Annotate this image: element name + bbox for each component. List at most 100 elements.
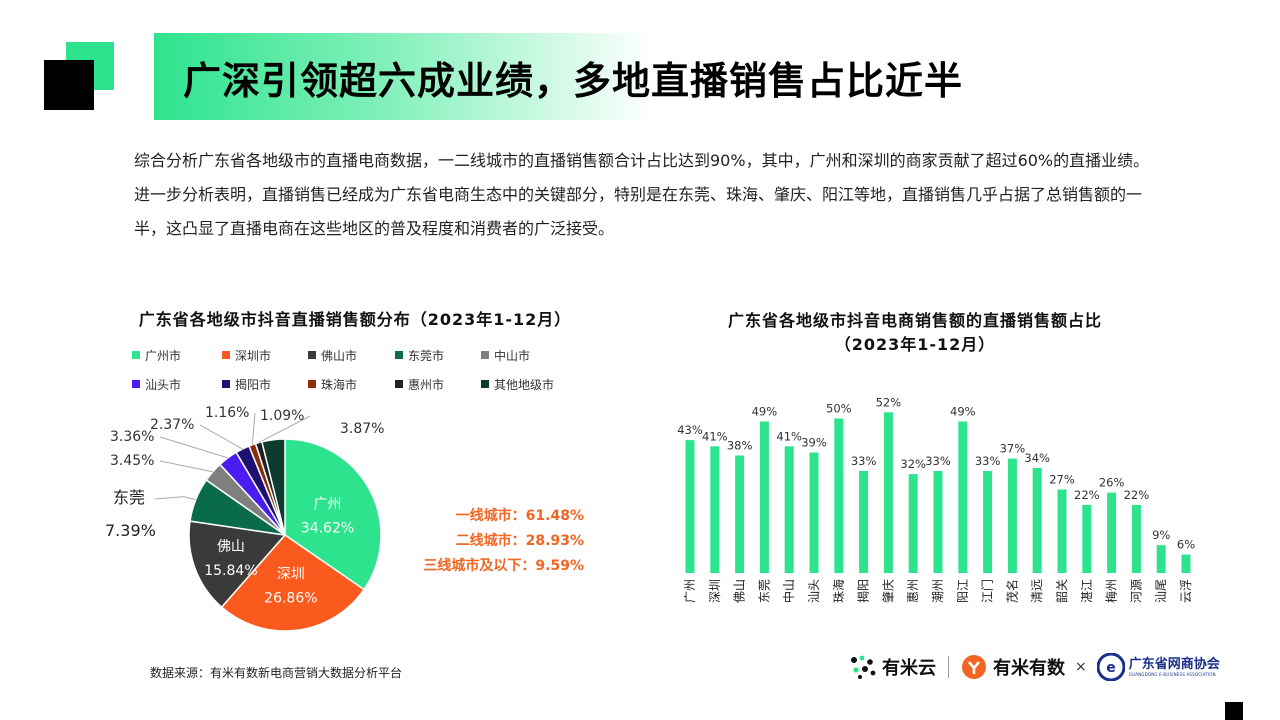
bar bbox=[710, 446, 720, 573]
bar-value-label: 33% bbox=[925, 454, 951, 468]
pie-slice bbox=[260, 438, 286, 536]
bar bbox=[1007, 458, 1017, 573]
bar-category-label: 阳江 bbox=[956, 579, 970, 603]
legend-label: 中山市 bbox=[494, 349, 531, 363]
data-source-note: 数据来源：有米有数新电商营销大数据分析平台 bbox=[150, 666, 403, 680]
bar bbox=[1156, 545, 1166, 573]
bar bbox=[1107, 492, 1117, 573]
bar-value-label: 33% bbox=[975, 454, 1001, 468]
pie-chart-title: 广东省各地级市抖音直播销售额分布（2023年1-12月） bbox=[138, 310, 572, 329]
bar-value-label: 49% bbox=[752, 405, 778, 419]
bar bbox=[1181, 554, 1191, 573]
pie-leader-line bbox=[159, 460, 213, 473]
bar-value-label: 38% bbox=[727, 439, 753, 453]
bar bbox=[1057, 489, 1067, 573]
legend-label: 惠州市 bbox=[408, 378, 445, 392]
legend-item-dongguan: 东莞市 bbox=[395, 347, 444, 364]
bar-category-label: 惠州 bbox=[906, 579, 920, 603]
bar-category-label: 湛江 bbox=[1080, 579, 1094, 603]
bar bbox=[834, 418, 844, 573]
legend-item-huizhou: 惠州市 bbox=[395, 376, 444, 393]
youmi-data-logo-text: 有米有数 bbox=[993, 658, 1065, 679]
pie-slice-value: 15.84% bbox=[204, 563, 257, 579]
youmi-data-logo-icon bbox=[962, 655, 986, 679]
pie-slice-value: 7.39% bbox=[105, 521, 156, 540]
pie-chart: 广州 34.62% 深圳 26.86% 佛山 15.84% 东莞 7.39% 3.45% 3.36… bbox=[105, 405, 384, 632]
legend-item-zhuhai: 珠海市 bbox=[308, 376, 357, 393]
page-title: 广深引领超六成业绩，多地直播销售占比近半 bbox=[183, 59, 964, 103]
legend-swatch bbox=[481, 380, 489, 388]
legend-swatch bbox=[222, 380, 230, 388]
legend-item-jieyang: 揭阳市 bbox=[222, 376, 271, 393]
bar-category-label: 汕尾 bbox=[1154, 579, 1168, 603]
intro-text: 综合分析广东省各地级市的直播电商数据，一二线城市的直播销售额合计占比达到90%，… bbox=[134, 144, 1154, 246]
bar-category-label: 潮州 bbox=[930, 579, 945, 603]
youmi-cloud-logo-text: 有米云 bbox=[882, 658, 936, 679]
legend-swatch bbox=[395, 380, 403, 388]
bar bbox=[933, 471, 943, 573]
bar-value-label: 41% bbox=[776, 429, 802, 443]
bar bbox=[784, 446, 794, 573]
pie-slice-value: 26.86% bbox=[264, 591, 317, 607]
bar-chart-subtitle: （2023年1-12月） bbox=[834, 335, 996, 354]
bar-category-label: 清远 bbox=[1030, 579, 1044, 603]
bar bbox=[908, 474, 918, 573]
bar bbox=[983, 471, 993, 573]
pie-leader-line bbox=[258, 415, 311, 444]
bar-category-label: 深圳 bbox=[708, 579, 722, 603]
legend-swatch bbox=[222, 351, 230, 359]
logo-divider bbox=[948, 656, 949, 678]
bar-value-label: 6% bbox=[1177, 538, 1195, 552]
bar-category-label: 广州 bbox=[683, 579, 697, 603]
association-logo-en: GUANGDONG E-BUSINESS ASSOCIATION bbox=[1128, 671, 1216, 677]
legend-label: 汕头市 bbox=[145, 378, 182, 392]
corner-deco-bottom-right bbox=[1225, 702, 1243, 720]
pie-slice-value: 2.37% bbox=[150, 417, 194, 433]
pie-slice-value: 3.87% bbox=[340, 421, 384, 437]
legend-swatch bbox=[308, 351, 316, 359]
bar-value-label: 43% bbox=[677, 423, 703, 437]
bar-value-label: 27% bbox=[1049, 473, 1075, 487]
svg-text:e: e bbox=[1106, 660, 1116, 676]
association-logo-text-group: 广东省网商协会 GUANGDONG E-BUSINESS ASSOCIATION bbox=[1129, 657, 1220, 678]
bar-value-label: 41% bbox=[702, 429, 728, 443]
pie-slice-name: 深圳 bbox=[277, 567, 305, 583]
legend-label: 其他地级市 bbox=[494, 378, 555, 392]
intro-paragraph-1: 综合分析广东省各地级市的直播电商数据，一二线城市的直播销售额合计占比达到90%，… bbox=[134, 151, 1150, 170]
legend-swatch bbox=[132, 380, 140, 388]
bar-value-label: 9% bbox=[1152, 528, 1170, 542]
bar-category-label: 中山 bbox=[781, 579, 796, 603]
pie-slice bbox=[284, 438, 382, 591]
bar-chart-title: 广东省各地级市抖音电商销售额的直播销售额占比 bbox=[727, 311, 1102, 330]
bar-category-label: 韶关 bbox=[1054, 579, 1069, 603]
bar bbox=[859, 471, 869, 573]
bar-category-label: 揭阳 bbox=[856, 579, 871, 603]
pie-slice-value: 3.45% bbox=[110, 453, 154, 469]
bar-value-label: 52% bbox=[876, 395, 902, 409]
bar bbox=[759, 421, 769, 573]
bar bbox=[735, 455, 745, 573]
pie-slice-value: 34.62% bbox=[301, 521, 354, 537]
bar-value-label: 50% bbox=[826, 402, 852, 416]
bar-value-label: 34% bbox=[1024, 451, 1050, 465]
pie-leader-line bbox=[159, 436, 228, 459]
bar bbox=[958, 421, 968, 573]
bar bbox=[1131, 505, 1141, 573]
legend-label: 东莞市 bbox=[408, 349, 445, 363]
pie-slice bbox=[220, 534, 366, 632]
pie-slice-name: 广州 bbox=[314, 497, 342, 513]
legend-swatch bbox=[132, 351, 140, 359]
logo-separator: × bbox=[1075, 659, 1087, 675]
legend-item-shantou: 汕头市 bbox=[132, 376, 181, 393]
pie-leader-line bbox=[199, 424, 243, 450]
tier3-summary: 三线城市及以下：9.59% bbox=[423, 558, 584, 574]
bar bbox=[685, 440, 695, 573]
bar-category-label: 肇庆 bbox=[880, 579, 895, 603]
youmi-cloud-logo-icon bbox=[851, 655, 876, 679]
legend-label: 深圳市 bbox=[235, 349, 272, 363]
bar-value-label: 33% bbox=[851, 454, 877, 468]
bar-value-label: 49% bbox=[950, 405, 976, 419]
legend-item-shenzhen: 深圳市 bbox=[222, 347, 271, 364]
pie-slice-value: 3.36% bbox=[110, 429, 154, 445]
legend-item-zhongshan: 中山市 bbox=[481, 347, 530, 364]
